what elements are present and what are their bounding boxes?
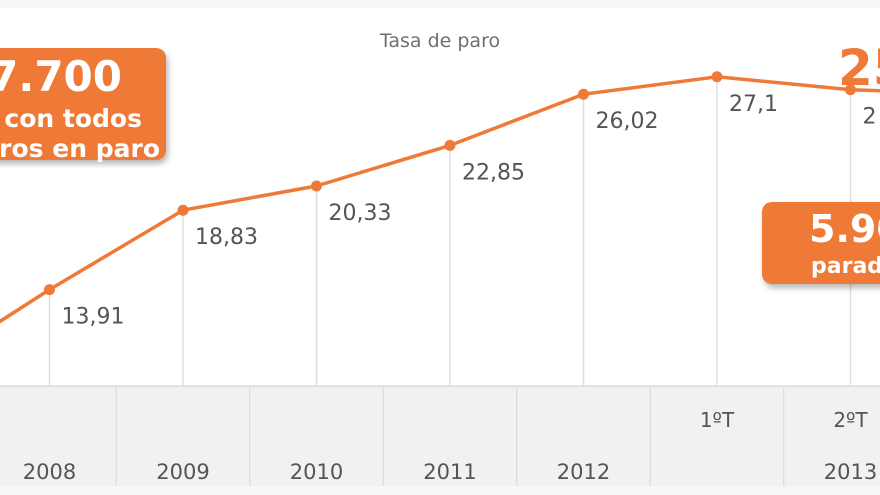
x-tick-period-label: 1ºT — [700, 408, 735, 432]
data-label: 22,85 — [462, 160, 525, 185]
unemployed-callout: 5.90 parad — [762, 202, 880, 284]
headline-rate: 25 — [838, 39, 880, 97]
x-axis-band — [0, 386, 880, 486]
x-tick-year-label: 2011 — [423, 460, 476, 484]
data-point — [177, 204, 189, 216]
data-point — [311, 180, 322, 192]
households-number: 7.700 — [0, 52, 122, 101]
x-tick-year-label: 2010 — [290, 460, 343, 484]
data-label: 18,83 — [195, 225, 258, 250]
data-label: 2 — [863, 105, 877, 130]
data-point — [711, 71, 723, 83]
households-text-line-1: s con todos — [0, 104, 142, 133]
x-tick-year-label: 2012 — [557, 460, 610, 484]
data-point — [578, 88, 589, 100]
data-label: 26,02 — [596, 109, 659, 134]
data-point — [444, 139, 456, 151]
data-label: 20,33 — [329, 201, 392, 226]
households-callout: 7.700 s con todos oros en paro — [0, 48, 166, 163]
unemployed-number: 5.90 — [809, 207, 880, 251]
households-text-line-2: oros en paro — [0, 134, 160, 163]
chart-title: Tasa de paro — [379, 30, 501, 52]
data-label: 27,1 — [729, 92, 778, 117]
x-tick-year-label: 2009 — [156, 460, 209, 484]
data-point — [44, 284, 55, 296]
data-point — [845, 84, 856, 96]
x-tick-period-label: 2ºT — [833, 408, 868, 432]
x-tick-year-label: 2013 — [824, 460, 877, 484]
x-tick-year-label: 2008 — [23, 460, 76, 484]
data-label: 13,91 — [62, 305, 125, 330]
unemployed-text: parad — [811, 254, 880, 279]
